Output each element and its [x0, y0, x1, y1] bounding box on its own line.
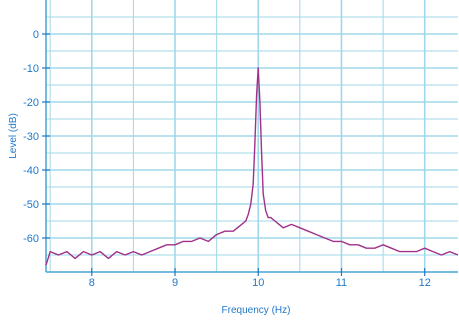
x-tick-label: 8 [89, 277, 95, 289]
tick-labels: 0 -10 -20 -30 -40 -50 -60 8 9 10 11 12 [23, 29, 431, 289]
x-tick-label: 9 [172, 277, 178, 289]
x-tick-label: 12 [419, 277, 431, 289]
series-layer [45, 67, 459, 266]
y-axis-label: Level (dB) [8, 113, 19, 159]
y-tick-label: -60 [23, 233, 39, 245]
y-tick-label: -40 [23, 165, 39, 177]
x-tick-label: 10 [252, 277, 264, 289]
y-tick-label: -30 [23, 131, 39, 143]
series-line [45, 67, 459, 266]
gridlines [46, 0, 458, 272]
y-tick-label: -10 [23, 63, 39, 75]
y-tick-label: -50 [23, 199, 39, 211]
y-tick-label: -20 [23, 97, 39, 109]
x-tick-label: 11 [336, 277, 347, 289]
y-tick-label: 0 [33, 29, 39, 41]
plot-frame [42, 0, 458, 276]
x-axis-label: Frequency (Hz) [222, 305, 291, 316]
